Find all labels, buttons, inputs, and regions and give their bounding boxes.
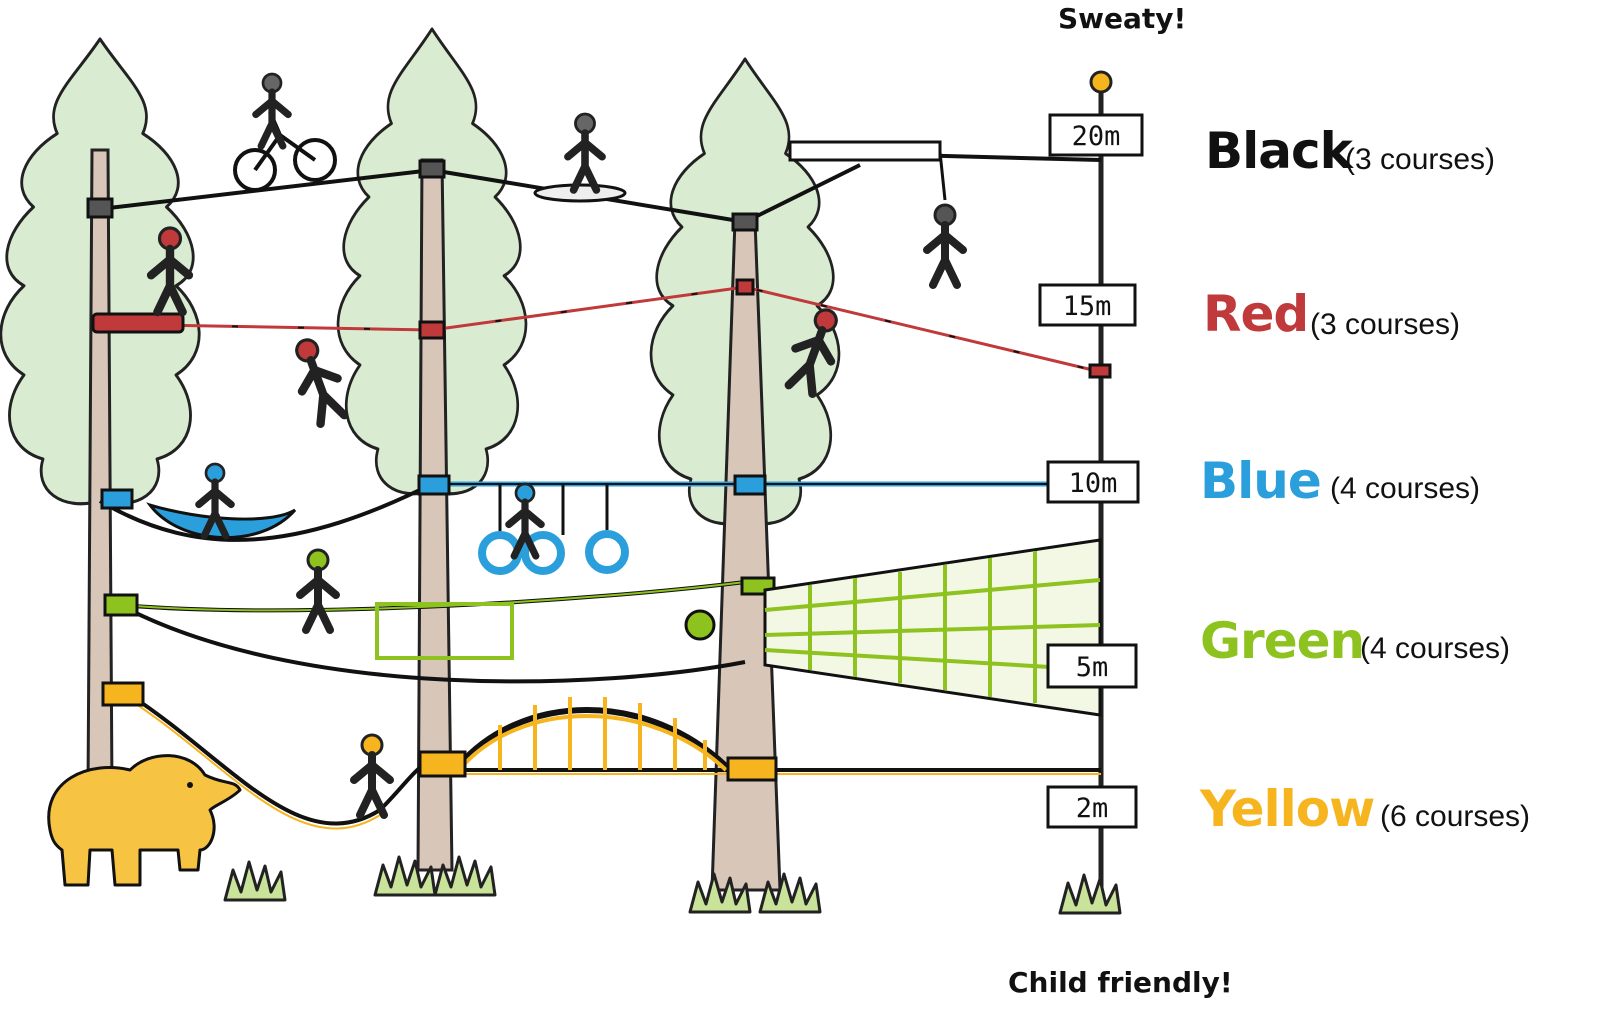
height-sign: 5m	[1046, 643, 1138, 689]
svg-text:5m: 5m	[1076, 652, 1109, 683]
level-count-black: (3 courses)	[1345, 143, 1496, 176]
level-name-green: Green	[1200, 612, 1365, 670]
svg-text:10m: 10m	[1069, 468, 1118, 499]
height-sign: 2m	[1046, 785, 1138, 829]
height-sign: 10m	[1046, 460, 1140, 504]
elephant-icon	[47, 754, 242, 887]
level-name-red: Red	[1203, 285, 1309, 343]
level-count-yellow: (6 courses)	[1380, 800, 1531, 833]
tree-icon	[0, 37, 201, 792]
ring-swing-icon	[478, 484, 629, 575]
bottom-note: Child friendly!	[1008, 966, 1233, 999]
level-count-green: (4 courses)	[1360, 632, 1511, 665]
level-count-red: (3 courses)	[1310, 308, 1461, 341]
yellow-course	[101, 681, 1101, 830]
blue-course	[98, 464, 1050, 575]
svg-text:20m: 20m	[1072, 121, 1121, 152]
bicycle-rider-icon	[233, 74, 337, 192]
height-sign: 15m	[1038, 283, 1137, 327]
black-course	[86, 140, 1102, 232]
green-course	[103, 538, 1102, 717]
level-name-black: Black	[1205, 122, 1353, 180]
grass-icon	[223, 855, 1122, 915]
svg-text:2m: 2m	[1076, 793, 1109, 824]
level-count-blue: (4 courses)	[1330, 472, 1481, 505]
climber-icon	[300, 550, 716, 641]
level-name-yellow: Yellow	[1200, 780, 1375, 838]
zipline-rider-icon	[927, 151, 963, 285]
svg-text:15m: 15m	[1063, 291, 1112, 322]
height-sign: 20m	[1048, 113, 1144, 157]
red-course	[91, 228, 1112, 426]
bridge-icon	[452, 697, 733, 773]
surfer-icon	[533, 114, 627, 203]
cargo-net-icon	[763, 538, 1102, 717]
level-name-blue: Blue	[1200, 452, 1322, 510]
kayak-icon	[146, 464, 297, 538]
top-note: Sweaty!	[1058, 2, 1187, 35]
